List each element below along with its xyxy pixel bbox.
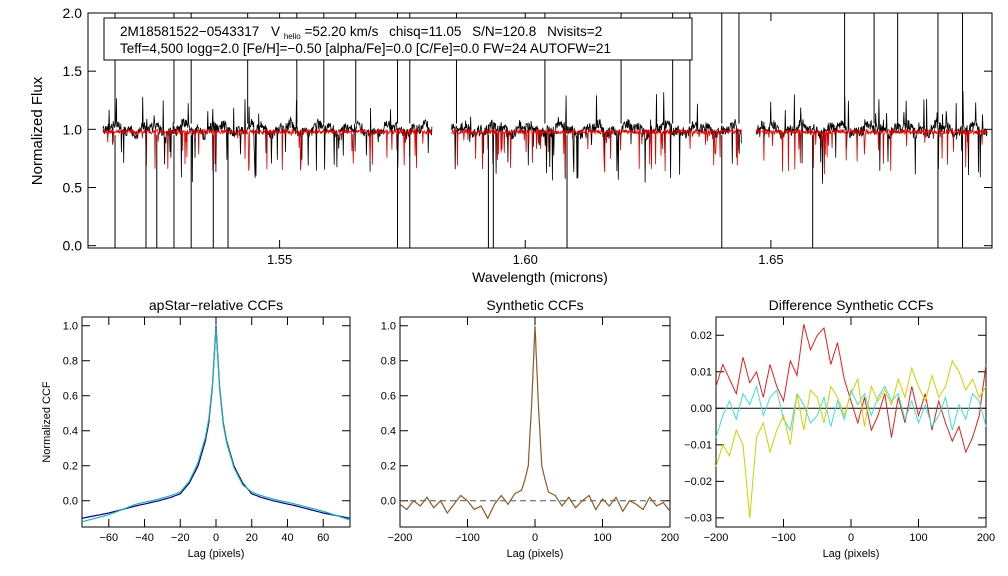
difference-ccf-y-tick-label: −0.01 <box>684 440 712 452</box>
synthetic-ccf-series <box>399 325 671 520</box>
spectrum-y-ticks: 0.0 0.5 1.0 1.5 2.0 <box>63 5 83 254</box>
difference-ccf-panel: Difference Synthetic CCFs −200 −100 0 100 20… <box>684 297 995 560</box>
difference-ccf-x-tick-label: 100 <box>909 532 927 544</box>
apstar-ccf-x-axis-label: Lag (pixels) <box>188 548 245 560</box>
apstar-ccf-series-visit-1 <box>81 325 351 519</box>
synthetic-ccf-x-tick-label: −200 <box>388 532 413 544</box>
synthetic-ccf-y-tick-label: 1.0 <box>381 321 396 333</box>
difference-ccf-series-cyan <box>715 384 987 438</box>
synthetic-ccf-x-tick-label: −100 <box>455 532 480 544</box>
chisq: chisq=11.05 <box>389 24 461 39</box>
synthetic-ccf-y-tick-label: 0.0 <box>381 496 396 508</box>
apstar-ccf-series-visit-2 <box>81 327 351 523</box>
apstar-ccf-y-tick-label: 0.2 <box>63 461 78 473</box>
apstar-ccf-x-tick-label: 40 <box>281 532 293 544</box>
synthetic-spectrum-segment <box>102 127 432 171</box>
apstar-ccf-ticks: −60 −40 −20 0 20 40 60 0.0 0.2 0.4 0.6 0.8 1.0 <box>63 317 350 544</box>
difference-ccf-y-tick-label: −0.02 <box>684 476 712 488</box>
apstar-ccf-panel: apStar−relative CCFs −60 −40 −20 0 20 40 60 0.0… <box>41 297 351 560</box>
observed-spectrum-segment <box>755 91 988 184</box>
spectrum-y-tick-label: 0.5 <box>63 180 83 196</box>
synthetic-spectrum-segment <box>451 127 742 173</box>
star-id: 2M18581522−0543317 <box>120 24 259 39</box>
synthetic-ccf-y-tick-label: 0.6 <box>381 391 396 403</box>
difference-ccf-title: Difference Synthetic CCFs <box>769 297 934 313</box>
apstar-ccf-series <box>81 325 351 523</box>
synthetic-spectrum-segment <box>755 127 988 175</box>
snr: S/N=120.8 <box>472 24 536 39</box>
spectrum-x-tick-label: 1.55 <box>267 252 292 267</box>
spectrum-y-tick-label: 1.5 <box>63 63 83 79</box>
apstar-ccf-y-axis-label: Normalized CCF <box>41 381 53 463</box>
difference-ccf-ticks: −200 −100 0 100 200 −0.03 −0.02 −0.01 0.00 0.01 0.… <box>684 317 995 544</box>
synthetic-ccf-y-tick-label: 0.8 <box>381 356 396 368</box>
spectrum-x-ticks: 1.55 1.60 1.65 <box>88 12 992 267</box>
annotation-line-1: 2M18581522−0543317 V helio =52.20 km/s c… <box>120 24 602 42</box>
spectrum-plot-frame <box>87 12 993 249</box>
apstar-ccf-x-tick-label: 20 <box>246 532 258 544</box>
synthetic-ccf-series-synthetic-ccf <box>399 325 671 520</box>
spectrum-y-axis-label: Normalized Flux <box>29 76 46 185</box>
apstar-ccf-x-tick-label: −20 <box>171 532 190 544</box>
synthetic-ccf-x-tick-label: 200 <box>661 532 679 544</box>
synthetic-ccf-x-axis-label: Lag (pixels) <box>507 548 564 560</box>
spectrum-x-axis-label: Wavelength (microns) <box>472 269 608 285</box>
difference-ccf-series-yellow <box>715 359 987 518</box>
difference-ccf-y-tick-label: 0.00 <box>691 403 712 415</box>
spectrum-x-tick-label: 1.60 <box>513 252 538 267</box>
synthetic-ccf-x-tick-label: 100 <box>593 532 611 544</box>
difference-ccf-y-tick-label: −0.03 <box>684 513 712 525</box>
synthetic-ccf-x-tick-label: 0 <box>532 532 538 544</box>
difference-ccf-x-tick-label: 200 <box>977 532 995 544</box>
apstar-ccf-x-tick-label: 60 <box>317 532 329 544</box>
difference-ccf-x-axis-label: Lag (pixels) <box>823 548 880 560</box>
vhelio-prefix: V <box>271 24 280 39</box>
apstar-ccf-x-tick-label: −40 <box>135 532 154 544</box>
synthetic-ccf-frame <box>399 316 671 528</box>
spectrum-panel: 1.55 1.60 1.65 0.0 0.5 1.0 1.5 2.0 Wavelength … <box>29 5 993 285</box>
vhelio-value: =52.20 km/s <box>304 24 378 39</box>
difference-ccf-series <box>715 324 987 518</box>
synthetic-ccf-panel: Synthetic CCFs −200 −100 0 100 200 0.0 0.2 0.4 0… <box>381 297 679 560</box>
apstar-ccf-y-tick-label: 1.0 <box>63 321 78 333</box>
synthetic-ccf-y-tick-label: 0.2 <box>381 461 396 473</box>
spectrum-y-tick-label: 0.0 <box>63 238 83 254</box>
spectrum-series <box>102 13 988 248</box>
spectrum-y-tick-label: 2.0 <box>63 5 83 21</box>
apstar-ccf-y-tick-label: 0.0 <box>63 496 78 508</box>
observed-spectrum-segment <box>451 92 742 183</box>
apstar-ccf-frame <box>81 316 351 528</box>
vhelio-subscript: helio <box>284 32 301 41</box>
difference-ccf-y-tick-label: 0.02 <box>691 330 712 342</box>
apstar-ccf-x-tick-label: 0 <box>213 532 219 544</box>
difference-ccf-x-tick-label: 0 <box>848 532 854 544</box>
annotation-line-2: Teff=4,500 logg=2.0 [Fe/H]=−0.50 [alpha/… <box>120 41 611 56</box>
apstar-ccf-x-tick-label: −60 <box>99 532 118 544</box>
difference-ccf-x-tick-label: −100 <box>771 532 796 544</box>
spectrum-y-tick-label: 1.0 <box>63 121 83 137</box>
synthetic-ccf-title: Synthetic CCFs <box>486 297 583 313</box>
nvisits: Nvisits=2 <box>547 24 602 39</box>
annotation-box <box>103 17 693 61</box>
difference-ccf-x-tick-label: −200 <box>704 532 729 544</box>
synthetic-ccf-ticks: −200 −100 0 100 200 0.0 0.2 0.4 0.6 0.8 1.0 <box>381 317 679 544</box>
synthetic-ccf-y-tick-label: 0.4 <box>381 426 396 438</box>
difference-ccf-y-tick-label: 0.01 <box>691 367 712 379</box>
apstar-ccf-y-tick-label: 0.8 <box>63 356 78 368</box>
apstar-ccf-y-tick-label: 0.4 <box>63 426 78 438</box>
spectrum-annotation: 2M18581522−0543317 V helio =52.20 km/s c… <box>103 17 693 61</box>
spectrum-x-tick-label: 1.65 <box>758 252 783 267</box>
apstar-ccf-y-tick-label: 0.6 <box>63 391 78 403</box>
apstar-ccf-title: apStar−relative CCFs <box>149 297 283 313</box>
